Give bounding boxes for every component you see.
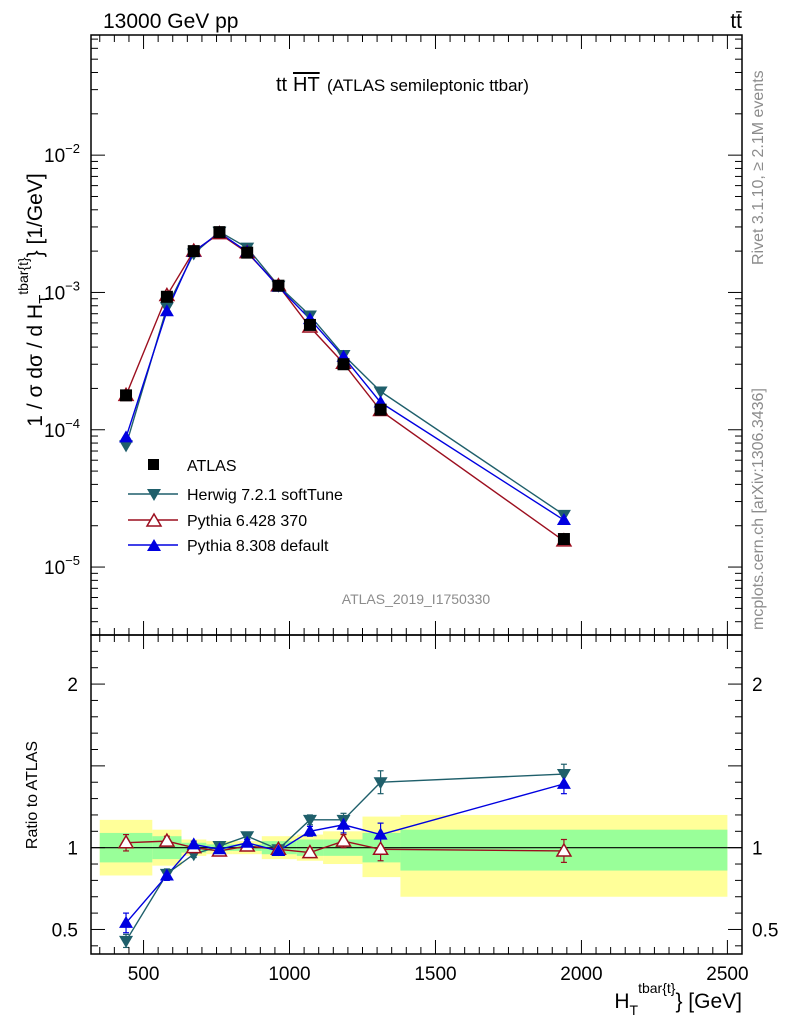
xtick-label-2: 1500 xyxy=(414,964,456,985)
ratio-y-label: Ratio to ATLAS xyxy=(24,741,41,849)
main-point-s3-0 xyxy=(119,430,134,443)
main-point-s0-3 xyxy=(213,226,226,239)
ratio-ytick-label-left-2: 2 xyxy=(67,675,78,696)
ratio-point-s3-0 xyxy=(119,915,134,928)
x-label-main: H xyxy=(614,990,629,1013)
y-label-main: 1 / σ dσ / d H xyxy=(24,304,47,427)
svg-text:HTtbar{t}} [GeV]: HTtbar{t}} [GeV] xyxy=(614,980,742,1018)
plot-title: tt HT (ATLAS semileptonic ttbar) xyxy=(276,74,529,96)
legend-label-herwig: Herwig 7.2.1 softTune xyxy=(187,487,343,504)
main-point-s0-1 xyxy=(160,290,173,303)
legend-marker-pythia8 xyxy=(147,539,161,551)
main-point-s1-0 xyxy=(119,440,134,453)
main-panel: 10−5 10−4 10−3 10−2 tt HT (ATLAS semilepton… xyxy=(15,34,743,636)
main-ytick-label-0: 10−5 xyxy=(44,553,80,579)
x-label-tail: } [GeV] xyxy=(675,990,742,1013)
rivet-label: Rivet 3.1.10, ≥ 2.1M events xyxy=(750,70,767,265)
y-label-sup: tbar{t} xyxy=(15,257,31,295)
ratio-point-s3-2 xyxy=(186,837,201,850)
legend-atlas: ATLAS xyxy=(148,458,237,475)
main-point-s1-8 xyxy=(373,386,388,399)
ratio-point-s3-7 xyxy=(336,817,351,830)
main-point-s3-9 xyxy=(556,513,571,526)
main-point-s0-0 xyxy=(120,389,133,402)
ratio-point-s3-1 xyxy=(159,868,174,881)
ratio-ytick-label-left-1: 1 xyxy=(67,839,78,860)
ratio-y-ticks: 0.5 0.5 1 1 2 2 xyxy=(52,634,778,947)
x-label-sup: tbar{t} xyxy=(638,980,676,996)
ratio-point-s1-8 xyxy=(373,777,388,790)
main-point-s0-8 xyxy=(374,403,387,416)
legend-label-pythia6: Pythia 6.428 370 xyxy=(187,513,307,530)
ratio-point-s1-6 xyxy=(302,814,317,827)
ratio-point-s3-6 xyxy=(302,824,317,837)
x-label-sub: T xyxy=(630,1002,639,1018)
ratio-line-1 xyxy=(125,773,564,942)
ratio-line-3 xyxy=(125,783,565,924)
ratio-ytick-label-right-1: 1 xyxy=(752,839,763,860)
title-ht-overlined: HT xyxy=(293,74,320,96)
ratio-point-s2-8 xyxy=(372,840,389,856)
legend: ATLAS Herwig 7.2.1 softTune Pythia 6.428… xyxy=(128,458,343,555)
legend-marker-herwig xyxy=(147,489,161,501)
ratio-point-s2-1 xyxy=(158,832,176,847)
analysis-id: ATLAS_2019_I1750330 xyxy=(342,591,491,607)
main-ytick-label-1: 10−4 xyxy=(44,416,80,442)
source-label: mcplots.cern.ch [arXiv:1306.3436] xyxy=(750,388,767,630)
main-point-s0-7 xyxy=(337,358,350,371)
legend-marker-pythia6 xyxy=(145,512,163,527)
svg-text:1 / σ dσ / d HTtbar{t}} [1/GeV: 1 / σ dσ / d HTtbar{t}} [1/GeV] xyxy=(15,173,53,426)
process-label: tt̄ xyxy=(730,10,742,33)
x-axis: 500 1000 1500 2000 2500 xyxy=(99,35,749,985)
main-plot-area xyxy=(117,225,573,547)
ratio-ytick-label-left-0: 0.5 xyxy=(52,920,78,941)
y-label-tail: } [1/GeV] xyxy=(24,173,47,257)
title-tt: tt xyxy=(276,74,288,96)
xtick-label-0: 500 xyxy=(128,964,160,985)
ratio-point-s3-3 xyxy=(212,842,227,855)
ratio-point-s2-0 xyxy=(117,834,135,849)
main-point-s3-1 xyxy=(159,304,174,317)
legend-marker-atlas xyxy=(148,459,159,470)
ratio-point-s1-9 xyxy=(556,769,571,782)
ratio-frame xyxy=(90,634,743,955)
legend-herwig: Herwig 7.2.1 softTune xyxy=(128,487,343,504)
ratio-line-2 xyxy=(126,840,564,854)
main-point-s0-2 xyxy=(187,245,200,258)
ratio-point-s3-9 xyxy=(556,776,571,789)
ratio-point-s3-4 xyxy=(240,835,255,848)
ratio-point-s2-7 xyxy=(335,832,352,847)
main-ytick-label-2: 10−3 xyxy=(44,278,80,304)
ratio-point-s1-0 xyxy=(119,935,134,948)
legend-pythia6: Pythia 6.428 370 xyxy=(128,512,307,530)
main-y-ticks: 10−5 10−4 10−3 10−2 xyxy=(44,38,742,623)
ratio-point-s3-5 xyxy=(271,843,286,856)
main-point-s0-6 xyxy=(303,318,316,331)
title-subtitle: (ATLAS semileptonic ttbar) xyxy=(327,76,529,95)
main-point-s0-9 xyxy=(557,533,570,546)
main-point-s0-5 xyxy=(272,279,285,292)
main-line-3 xyxy=(125,231,565,521)
xtick-label-1: 1000 xyxy=(268,964,310,985)
xtick-label-4: 2500 xyxy=(706,964,748,985)
main-y-label: 1 / σ dσ / d HTtbar{t}} [1/GeV] xyxy=(15,173,53,426)
ratio-ytick-label-right-2: 2 xyxy=(752,675,763,696)
ratio-ytick-label-right-0: 0.5 xyxy=(752,920,778,941)
ratio-point-s3-8 xyxy=(373,827,388,840)
ratio-point-s2-6 xyxy=(301,844,319,859)
x-label: HTtbar{t}} [GeV] xyxy=(614,980,742,1018)
y-label-sub: T xyxy=(36,295,53,304)
ratio-point-s2-9 xyxy=(555,842,573,857)
ratio-panel: 0.5 0.5 1 1 2 2 Ratio to ATLAS xyxy=(24,634,778,955)
legend-label-pythia8: Pythia 8.308 default xyxy=(187,538,329,555)
beam-label: 13000 GeV pp xyxy=(103,10,238,33)
main-point-s0-4 xyxy=(241,246,254,259)
legend-label-atlas: ATLAS xyxy=(187,458,237,475)
legend-pythia8: Pythia 8.308 default xyxy=(128,538,329,555)
xtick-label-3: 2000 xyxy=(560,964,602,985)
ratio-plot-area xyxy=(91,763,742,949)
main-ytick-label-3: 10−2 xyxy=(44,141,80,167)
